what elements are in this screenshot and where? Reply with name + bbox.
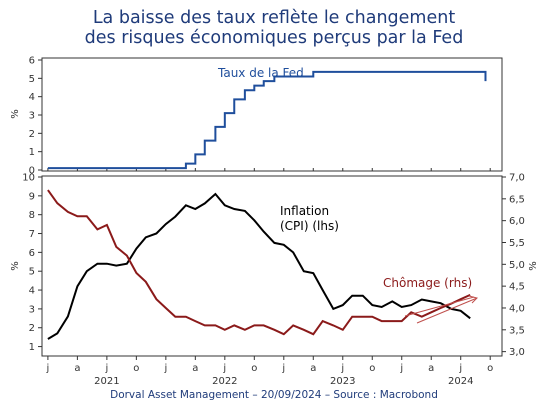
footer-source: Dorval Asset Management – 20/09/2024 – S…: [110, 389, 438, 401]
chart-title-line-2: des risques économiques perçus par la Fe…: [84, 28, 464, 48]
left-y-tick-label: 3: [29, 304, 35, 315]
fed-y-axis-label: %: [10, 109, 21, 119]
fed-y-tick-label: 0: [29, 166, 35, 177]
x-month-label: j: [340, 363, 344, 374]
x-month-label: j: [104, 363, 108, 374]
right-y-tick-label: 4,0: [509, 303, 525, 314]
right-y-tick-label: 4,5: [509, 282, 525, 293]
inflation-annotation-line-1: Inflation: [280, 204, 329, 218]
fed-y-tick-label: 1: [29, 147, 35, 158]
x-month-label: a: [192, 363, 198, 374]
x-month-label: j: [458, 363, 462, 374]
chart-title-line-1: La baisse des taux reflète le changement: [92, 8, 456, 28]
right-y-tick-label: 3,5: [509, 325, 525, 336]
x-month-label: j: [399, 363, 403, 374]
x-month-label: a: [74, 363, 80, 374]
left-y-tick-label: 9: [29, 191, 35, 202]
right-y-tick-label: 5,0: [509, 260, 525, 271]
x-month-label: j: [163, 363, 167, 374]
fed-rate-line: [47, 70, 487, 170]
inflation-line: [47, 192, 471, 340]
right-y-tick-label: 6,5: [509, 194, 525, 205]
x-year-label: 2021: [94, 376, 119, 387]
left-y-tick-label: 6: [29, 248, 35, 259]
left-y-tick-label: 7: [29, 229, 35, 240]
left-y-tick-label: 4: [29, 286, 35, 297]
x-year-label: 2023: [330, 376, 355, 387]
left-y-tick-label: 10: [22, 173, 35, 184]
right-y-tick-label: 5,5: [509, 238, 525, 249]
inflation-annotation-line-2: (CPI) (lhs): [280, 219, 339, 233]
right-y-tick-label: 6,0: [509, 216, 525, 227]
chomage-annotation: Chômage (rhs): [383, 276, 472, 290]
x-month-label: o: [487, 363, 493, 374]
inflation-panel-frame: [41, 175, 503, 357]
x-month-label: a: [428, 363, 434, 374]
fed-y-tick-label: 3: [29, 111, 35, 122]
fed-annotation: Taux de la Fed: [217, 66, 304, 80]
inflation-y-axis-label-left: %: [10, 261, 21, 271]
left-y-tick-label: 2: [29, 323, 35, 334]
fed-y-tick-label: 5: [29, 74, 35, 85]
left-y-tick-label: 5: [29, 267, 35, 278]
trend-arrows: [404, 295, 478, 324]
fed-y-tick-label: 4: [29, 92, 35, 103]
x-month-label: a: [310, 363, 316, 374]
x-month-label: j: [281, 363, 285, 374]
x-month-label: o: [251, 363, 257, 374]
x-month-label: j: [46, 363, 50, 374]
x-month-label: j: [222, 363, 226, 374]
x-year-label: 2024: [448, 376, 473, 387]
left-y-tick-label: 1: [29, 342, 35, 353]
x-year-label: 2022: [212, 376, 237, 387]
x-month-label: o: [133, 363, 139, 374]
chomage-y-axis-label-right: %: [528, 261, 539, 271]
fed-y-tick-label: 2: [29, 129, 35, 140]
fed-y-tick-label: 6: [29, 56, 35, 67]
chomage-line: [47, 189, 471, 336]
left-y-tick-label: 8: [29, 210, 35, 221]
x-month-label: o: [369, 363, 375, 374]
right-y-tick-label: 3,0: [509, 347, 525, 358]
right-y-tick-label: 7,0: [509, 173, 525, 184]
